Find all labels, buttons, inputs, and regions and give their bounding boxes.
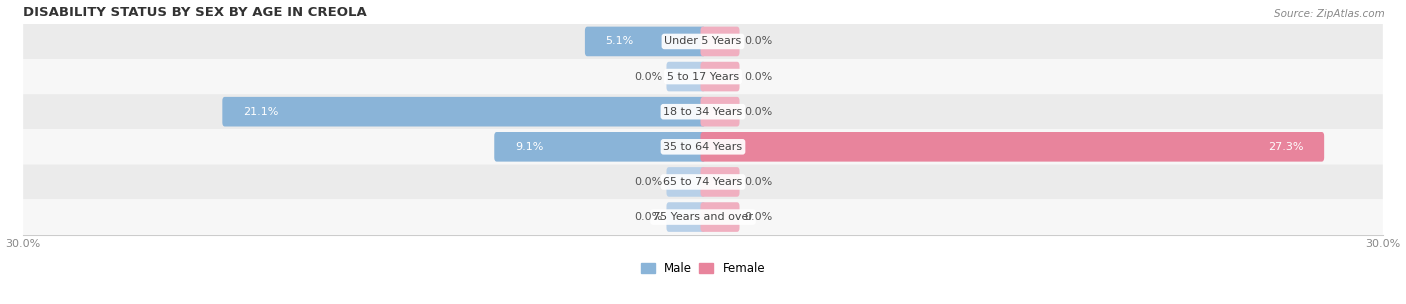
FancyBboxPatch shape bbox=[22, 129, 1384, 164]
Text: 0.0%: 0.0% bbox=[634, 71, 662, 81]
FancyBboxPatch shape bbox=[585, 27, 706, 56]
Text: 0.0%: 0.0% bbox=[744, 107, 772, 117]
FancyBboxPatch shape bbox=[666, 62, 706, 92]
Text: 65 to 74 Years: 65 to 74 Years bbox=[664, 177, 742, 187]
FancyBboxPatch shape bbox=[700, 167, 740, 197]
Text: 35 to 64 Years: 35 to 64 Years bbox=[664, 142, 742, 152]
Text: 0.0%: 0.0% bbox=[744, 36, 772, 47]
FancyBboxPatch shape bbox=[666, 167, 706, 197]
Legend: Male, Female: Male, Female bbox=[641, 262, 765, 275]
FancyBboxPatch shape bbox=[700, 132, 1324, 162]
Text: 5 to 17 Years: 5 to 17 Years bbox=[666, 71, 740, 81]
Text: 0.0%: 0.0% bbox=[744, 177, 772, 187]
FancyBboxPatch shape bbox=[495, 132, 706, 162]
Text: 0.0%: 0.0% bbox=[744, 212, 772, 222]
Text: 9.1%: 9.1% bbox=[515, 142, 543, 152]
FancyBboxPatch shape bbox=[700, 27, 740, 56]
Text: 27.3%: 27.3% bbox=[1268, 142, 1303, 152]
FancyBboxPatch shape bbox=[700, 97, 740, 126]
FancyBboxPatch shape bbox=[700, 202, 740, 232]
Text: Under 5 Years: Under 5 Years bbox=[665, 36, 741, 47]
FancyBboxPatch shape bbox=[22, 24, 1384, 59]
FancyBboxPatch shape bbox=[700, 62, 740, 92]
Text: 0.0%: 0.0% bbox=[744, 71, 772, 81]
Text: 0.0%: 0.0% bbox=[634, 212, 662, 222]
Text: DISABILITY STATUS BY SEX BY AGE IN CREOLA: DISABILITY STATUS BY SEX BY AGE IN CREOL… bbox=[22, 5, 367, 19]
FancyBboxPatch shape bbox=[222, 97, 706, 126]
FancyBboxPatch shape bbox=[22, 94, 1384, 129]
FancyBboxPatch shape bbox=[22, 59, 1384, 94]
Text: 21.1%: 21.1% bbox=[243, 107, 278, 117]
Text: 5.1%: 5.1% bbox=[606, 36, 634, 47]
Text: 75 Years and over: 75 Years and over bbox=[652, 212, 754, 222]
Text: 0.0%: 0.0% bbox=[634, 177, 662, 187]
Text: Source: ZipAtlas.com: Source: ZipAtlas.com bbox=[1274, 9, 1385, 19]
FancyBboxPatch shape bbox=[666, 202, 706, 232]
FancyBboxPatch shape bbox=[22, 164, 1384, 199]
Text: 18 to 34 Years: 18 to 34 Years bbox=[664, 107, 742, 117]
FancyBboxPatch shape bbox=[22, 199, 1384, 235]
